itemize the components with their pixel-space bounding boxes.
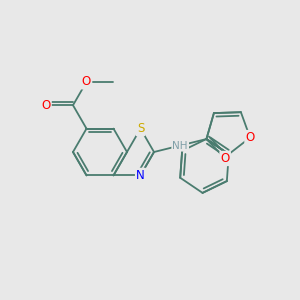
Text: O: O [245,131,255,144]
Text: NH: NH [172,140,188,151]
Text: O: O [41,99,51,112]
Text: S: S [137,122,144,135]
Text: O: O [220,152,230,165]
Text: N: N [136,169,145,182]
Text: O: O [82,75,91,88]
